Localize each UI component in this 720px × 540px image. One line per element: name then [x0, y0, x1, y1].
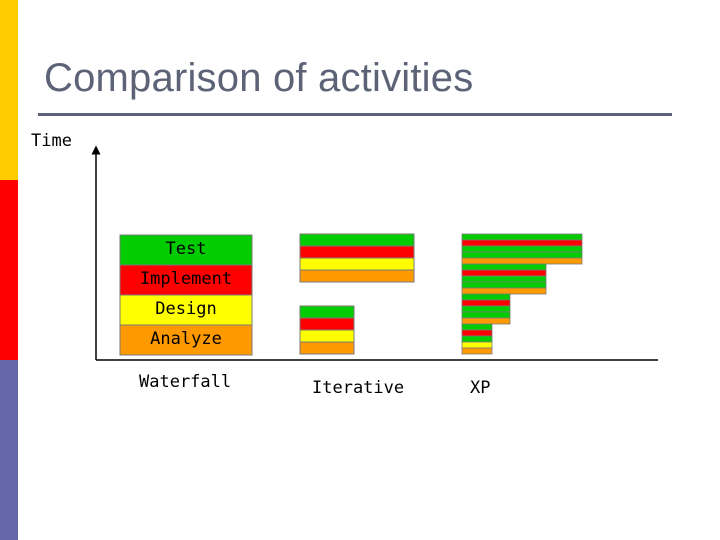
iterative-cycle-2-implement-bar	[299, 245, 415, 259]
page-title: Comparison of activities	[44, 56, 474, 100]
xp-middle-green-bar-3	[461, 281, 547, 289]
waterfall-analyze-block	[119, 324, 253, 356]
left-stripe-yellow	[0, 0, 18, 180]
iterative-label: Iterative	[312, 378, 405, 398]
waterfall-label: Waterfall	[139, 372, 232, 392]
xp-small-yellow-bar	[461, 341, 493, 349]
xp-top-green-bar-1	[461, 233, 583, 241]
left-stripe-purple	[0, 360, 18, 540]
xp-top-red-bar-1	[461, 239, 583, 247]
time-axis-label: Time	[31, 131, 72, 151]
xp-top-orange-bar	[461, 257, 583, 265]
xp-middle-green-bar-1	[461, 263, 547, 271]
left-stripe-red	[0, 180, 18, 360]
xp-lower-red-bar	[461, 299, 511, 307]
xp-small-orange-bar	[461, 347, 493, 355]
xp-top-green-bar-2	[461, 245, 583, 253]
iterative-cycle-2-analyze-bar	[299, 269, 415, 283]
xp-lower-green-bar-3	[461, 311, 511, 319]
iterative-cycle-2-test-bar	[299, 233, 415, 247]
waterfall-test-label: Test	[165, 239, 207, 259]
iterative-cycle-1-design-bar	[299, 329, 355, 343]
xp-small-red-bar	[461, 329, 493, 337]
iterative-cycle-1-implement-bar	[299, 317, 355, 331]
xp-top-green-bar-3	[461, 251, 583, 259]
xp-middle-orange-bar	[461, 287, 547, 295]
xp-small-green-bar-2	[461, 335, 493, 343]
waterfall-design-label: Design	[155, 299, 217, 319]
xp-middle-red-bar	[461, 269, 547, 277]
xp-lower-green-bar-1	[461, 293, 511, 301]
waterfall-analyze-label: Analyze	[150, 329, 222, 349]
waterfall-implement-block	[119, 264, 253, 296]
xp-middle-green-bar-2	[461, 275, 547, 283]
iterative-cycle-1-test-bar	[299, 305, 355, 319]
title-underline	[38, 113, 672, 116]
xp-small-green-bar-1	[461, 323, 493, 331]
xp-lower-orange-bar	[461, 317, 511, 325]
waterfall-implement-label: Implement	[139, 269, 233, 289]
iterative-cycle-1-analyze-bar	[299, 341, 355, 355]
waterfall-test-block	[119, 234, 253, 266]
iterative-cycle-2-design-bar	[299, 257, 415, 271]
xp-lower-green-bar-2	[461, 305, 511, 313]
xp-label: XP	[470, 378, 491, 398]
